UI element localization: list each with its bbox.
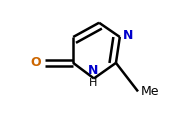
Text: O: O [31,56,41,69]
Text: N: N [87,64,98,77]
Text: N: N [123,29,133,42]
Text: H: H [88,78,97,88]
Text: Me: Me [141,85,159,98]
